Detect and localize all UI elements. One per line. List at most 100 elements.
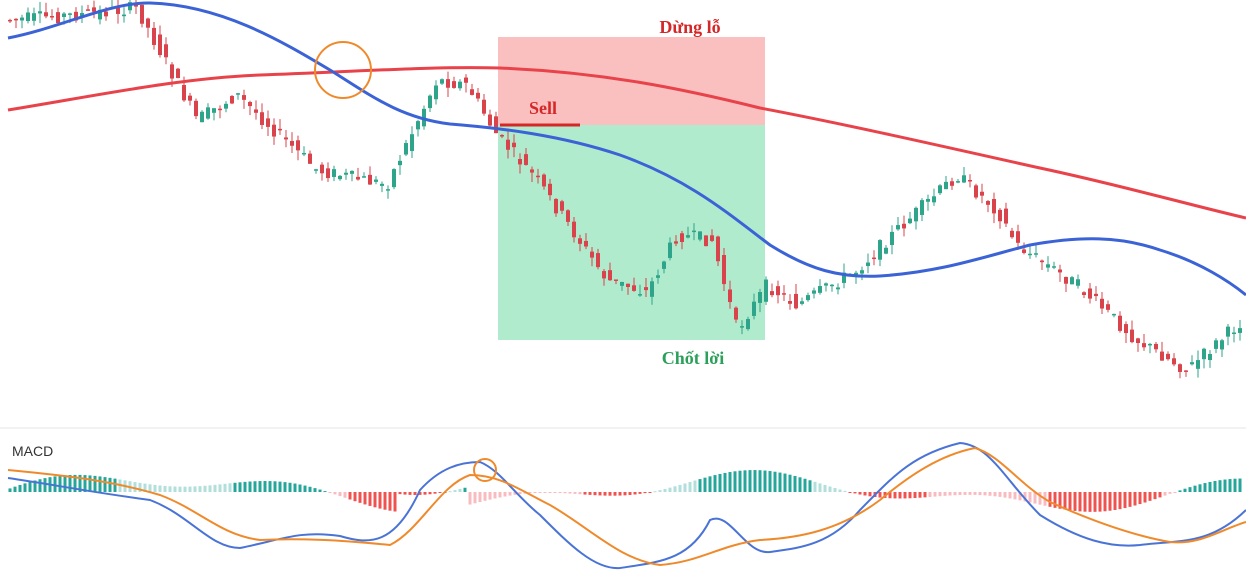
- histogram-bar: [488, 492, 492, 500]
- candle-body: [86, 9, 90, 11]
- histogram-bar: [453, 490, 457, 492]
- histogram-bar: [498, 492, 502, 498]
- candle-body: [932, 196, 936, 203]
- histogram-bar: [1208, 481, 1212, 492]
- candle-body: [1028, 253, 1032, 256]
- candle-body: [1082, 292, 1086, 296]
- candle-body: [830, 284, 834, 287]
- histogram-bar: [368, 492, 372, 506]
- histogram-bar: [1013, 492, 1017, 500]
- histogram-bar: [483, 492, 487, 501]
- candle-body: [824, 283, 828, 286]
- candle-body: [1016, 231, 1020, 243]
- candle-body: [506, 139, 510, 150]
- histogram-bar: [173, 486, 177, 492]
- candle-body: [944, 181, 948, 190]
- histogram-bar: [333, 492, 337, 495]
- histogram-bar: [633, 492, 637, 495]
- histogram-bar: [288, 482, 292, 492]
- histogram-bar: [58, 475, 62, 492]
- histogram-bar: [518, 492, 522, 495]
- histogram-bar: [373, 492, 377, 508]
- candle-body: [314, 169, 318, 171]
- candle-body: [764, 279, 768, 302]
- histogram-bar: [1213, 480, 1217, 492]
- histogram-bar: [1163, 492, 1167, 496]
- candle-body: [716, 236, 720, 262]
- candle-body: [1058, 269, 1062, 273]
- candle-body: [242, 95, 246, 100]
- histogram-bar: [1128, 492, 1132, 507]
- candle-body: [758, 291, 762, 303]
- histogram-bar: [1153, 492, 1157, 500]
- histogram-bar: [673, 486, 677, 492]
- candle-body: [146, 18, 150, 28]
- histogram-bar: [38, 479, 42, 492]
- histogram-bar: [1193, 485, 1197, 492]
- candle-body: [308, 153, 312, 164]
- sell-label: Sell: [529, 98, 557, 118]
- histogram-bar: [208, 485, 212, 492]
- candle-body: [650, 281, 654, 297]
- candle-body: [1046, 264, 1050, 268]
- histogram-bar: [218, 484, 222, 492]
- histogram-bar: [903, 492, 907, 499]
- candle-body: [116, 7, 120, 14]
- candle-body: [752, 301, 756, 316]
- histogram-bar: [298, 484, 302, 492]
- histogram-bar: [1093, 492, 1097, 512]
- histogram-bar: [588, 492, 592, 495]
- histogram-bar: [363, 492, 367, 505]
- candle-body: [860, 270, 864, 274]
- candle-body: [992, 198, 996, 214]
- candle-body: [482, 99, 486, 114]
- histogram-bar: [53, 476, 57, 492]
- histogram-bar: [1048, 492, 1052, 507]
- candle-body: [986, 201, 990, 205]
- candle-body: [704, 235, 708, 247]
- candle-body: [656, 275, 660, 278]
- candle-body: [1184, 370, 1188, 372]
- candle-body: [1034, 253, 1038, 255]
- histogram-bar: [43, 478, 47, 492]
- candle-body: [236, 93, 240, 95]
- candle-body: [1190, 362, 1194, 365]
- candle-body: [26, 12, 30, 22]
- histogram-bar: [1088, 492, 1092, 512]
- candle-body: [1172, 358, 1176, 365]
- candle-body: [884, 247, 888, 254]
- histogram-bar: [388, 492, 392, 511]
- histogram-bar: [343, 492, 347, 498]
- histogram-bar: [983, 492, 987, 496]
- histogram-bar: [553, 492, 557, 493]
- candle-body: [566, 210, 570, 222]
- candle-body: [776, 286, 780, 296]
- candle-body: [626, 283, 630, 287]
- histogram-bar: [13, 486, 17, 492]
- histogram-bar: [798, 477, 802, 492]
- histogram-bar: [813, 481, 817, 492]
- histogram-bar: [683, 483, 687, 492]
- histogram-bar: [108, 477, 112, 492]
- histogram-bar: [783, 473, 787, 492]
- histogram-bar: [548, 492, 552, 493]
- histogram-bar: [1108, 492, 1112, 511]
- histogram-bar: [563, 492, 567, 494]
- histogram-bar: [968, 492, 972, 495]
- histogram-bar: [743, 470, 747, 492]
- histogram-bar: [678, 484, 682, 492]
- candle-body: [1004, 208, 1008, 224]
- candle-body: [440, 79, 444, 84]
- macd-histogram: [8, 470, 1242, 512]
- candle-body: [284, 137, 288, 140]
- histogram-bar: [753, 470, 757, 492]
- candle-body: [458, 81, 462, 89]
- histogram-bar: [658, 490, 662, 492]
- candle-body: [938, 185, 942, 194]
- candle-body: [590, 251, 594, 258]
- histogram-bar: [193, 486, 197, 492]
- candle-body: [188, 95, 192, 101]
- histogram-bar: [558, 492, 562, 493]
- histogram-bar: [448, 491, 452, 493]
